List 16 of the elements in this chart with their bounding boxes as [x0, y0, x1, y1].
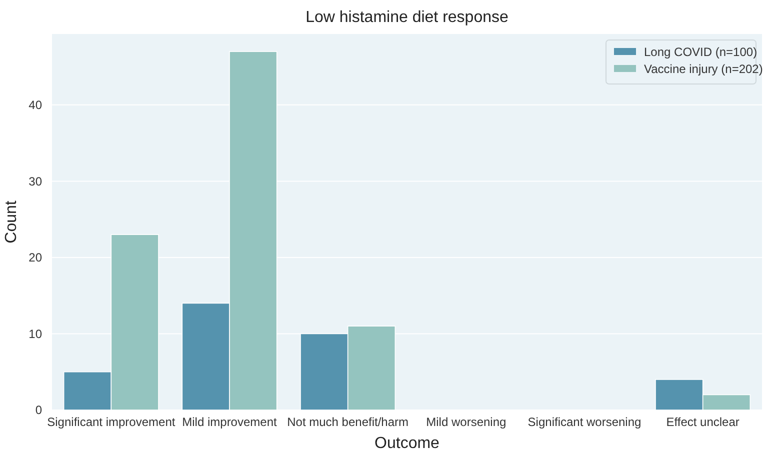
x-tick-label: Mild improvement [182, 415, 278, 429]
x-tick-label: Mild worsening [426, 415, 506, 429]
x-tick-label: Significant worsening [528, 415, 642, 429]
x-tick-label: Effect unclear [666, 415, 740, 429]
y-tick-label: 20 [28, 250, 42, 265]
legend-label: Long COVID (n=100) [644, 45, 758, 60]
x-axis-title: Outcome [374, 435, 440, 452]
legend-label: Vaccine injury (n=202) [644, 62, 763, 76]
y-tick-label: 10 [28, 326, 42, 341]
x-tick-label: Not much benefit/harm [287, 415, 409, 429]
y-tick-label: 40 [28, 98, 42, 112]
x-tick-label: Significant improvement [47, 415, 176, 429]
chart-title: Low histamine diet response [306, 9, 508, 26]
y-axis-title: Count [3, 200, 20, 244]
y-tick-label: 30 [28, 174, 42, 188]
y-tick-label: 0 [35, 403, 42, 418]
